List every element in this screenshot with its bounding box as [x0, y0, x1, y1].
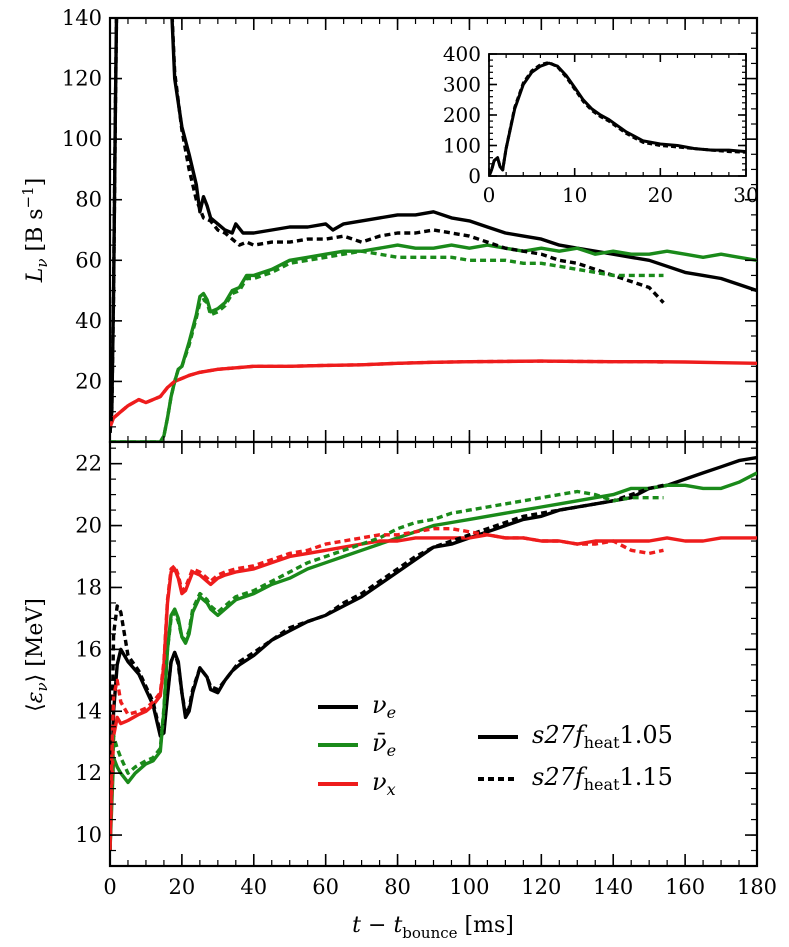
top-y-axis-label: Lν [B s−1] [19, 178, 51, 283]
bottom-y-tick-label: 22 [75, 452, 102, 476]
inset-y-tick-label: 200 [443, 103, 481, 127]
inset-ticks [488, 53, 747, 177]
bottom-x-tick-label: 80 [384, 875, 411, 899]
top-ticks [109, 17, 758, 443]
bottom-y-tick-label: 12 [75, 761, 102, 785]
top-series-nubar-e-s27fheat1-05 [110, 243, 757, 442]
top-y-tick-label: 20 [75, 369, 102, 393]
top-series-nu-x-s27fheat1-05 [110, 359, 757, 428]
bottom-y-tick-label: 14 [75, 699, 102, 723]
bottom-x-tick-label: 40 [240, 875, 267, 899]
legend-label-model-105: s27fheat1.05 [532, 721, 673, 752]
top-series-nu-e-s27fheat1-15 [110, 18, 665, 434]
bottom-series-nu-x-s27fheat1-05 [110, 533, 757, 851]
bottom-x-tick-label: 180 [737, 875, 777, 899]
inset-x-tick-label: 10 [562, 183, 587, 207]
top-series-group [110, 18, 757, 442]
inset-series-nu-e-s27fheat1-15 [489, 61, 746, 176]
inset-x-tick-label: 0 [483, 183, 496, 207]
bottom-y-tick-label: 10 [75, 823, 102, 847]
bottom-x-tick-label: 20 [169, 875, 196, 899]
bottom-y-tick-label: 18 [75, 575, 102, 599]
legend-label-nubar-e: ν̄e [372, 729, 396, 760]
inset-x-tick-label: 20 [648, 183, 673, 207]
top-y-tick-label: 80 [75, 188, 102, 212]
top-y-tick-labels: 20 40 60 80 100 120 140 [62, 6, 102, 393]
bottom-x-tick-label: 140 [593, 875, 633, 899]
legend-entry-nu-e: νe [318, 691, 396, 722]
bottom-x-tick-label: 120 [521, 875, 561, 899]
inset-y-tick-label: 300 [443, 73, 481, 97]
bottom-y-tick-label: 16 [75, 637, 102, 661]
top-y-tick-label: 120 [62, 67, 102, 91]
top-y-tick-label: 40 [75, 309, 102, 333]
bottom-y-tick-labels: 10 12 14 16 18 20 22 [75, 452, 102, 847]
bottom-x-tick-label: 60 [312, 875, 339, 899]
legend-entry-nu-x: νx [318, 768, 396, 799]
bottom-y-axis-label: ⟨εν⟩ [MeV] [23, 598, 51, 712]
top-y-tick-label: 100 [62, 127, 102, 151]
inset-panel: 0 100 200 300 400 0 10 20 30 [443, 42, 759, 207]
legend-entry-model-105: s27fheat1.05 [478, 721, 673, 752]
top-y-tick-label: 60 [75, 248, 102, 272]
top-series-nu-x-s27fheat1-15 [110, 359, 664, 428]
bottom-ticks [109, 442, 758, 867]
legend-label-model-115: s27fheat1.15 [532, 763, 673, 794]
bottom-plot-frame [108, 440, 759, 868]
inset-plot-frame [488, 53, 747, 177]
bottom-series-nubar-e-s27fheat1-15 [110, 489, 664, 851]
inset-series-group [489, 61, 746, 176]
bottom-series-nu-x-s27fheat1-15 [110, 527, 664, 851]
inset-y-tick-label: 100 [443, 134, 481, 158]
bottom-series-nu-e-s27fheat1-15 [110, 483, 664, 851]
top-y-tick-label: 140 [62, 6, 102, 30]
bottom-y-tick-label: 20 [75, 514, 102, 538]
bottom-series-group [110, 455, 757, 851]
inset-tick-labels: 0 100 200 300 400 0 10 20 30 [443, 42, 759, 207]
inset-x-tick-label: 30 [733, 183, 758, 207]
legend-label-nu-e: νe [372, 691, 396, 722]
bottom-x-tick-label: 100 [449, 875, 489, 899]
legend: νe ν̄e νx s27fheat1.05 s27fheat1.15 [318, 691, 673, 799]
legend-label-nu-x: νx [372, 768, 396, 799]
inset-y-tick-label: 0 [468, 164, 481, 188]
x-tick-labels: 0 20 40 60 80 100 120 140 160 180 [103, 875, 777, 899]
legend-entry-nubar-e: ν̄e [318, 729, 396, 760]
inset-y-tick-label: 400 [443, 42, 481, 66]
x-axis-label: t − tbounce [ms] [352, 913, 514, 942]
top-series-nubar-e-s27fheat1-15 [110, 249, 664, 442]
bottom-x-tick-label: 160 [665, 875, 705, 899]
legend-entry-model-115: s27fheat1.15 [478, 763, 673, 794]
bottom-x-tick-label: 0 [103, 875, 116, 899]
